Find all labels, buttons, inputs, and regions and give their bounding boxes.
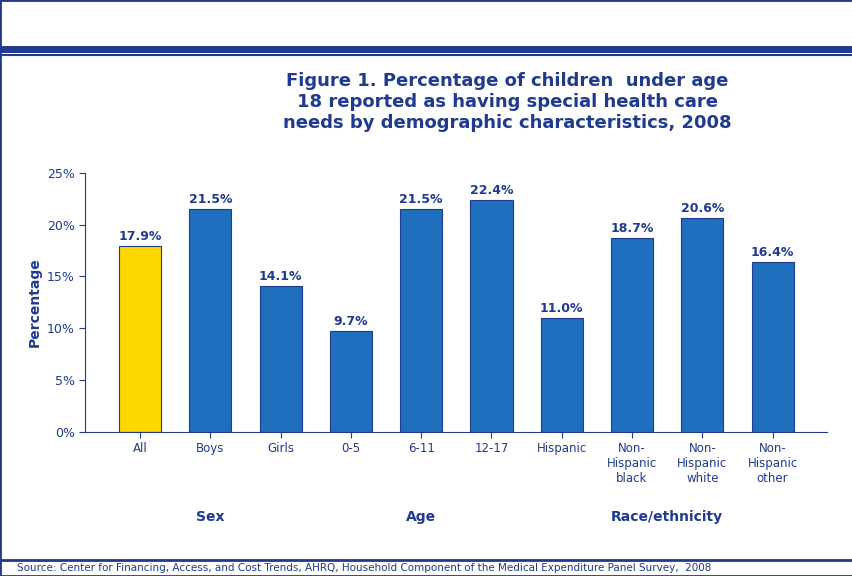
Bar bbox=[189, 209, 231, 432]
Bar bbox=[330, 331, 371, 432]
Text: Figure 1. Percentage of children  under age
18 reported as having special health: Figure 1. Percentage of children under a… bbox=[283, 72, 731, 131]
Bar bbox=[540, 318, 582, 432]
Text: 20.6%: 20.6% bbox=[680, 202, 723, 215]
Text: Source: Center for Financing, Access, and Cost Trends, AHRQ, Household Component: Source: Center for Financing, Access, an… bbox=[17, 563, 711, 573]
Text: Race/ethnicity: Race/ethnicity bbox=[610, 510, 722, 524]
Text: 17.9%: 17.9% bbox=[118, 230, 162, 243]
Text: 16.4%: 16.4% bbox=[750, 246, 793, 259]
Text: 21.5%: 21.5% bbox=[399, 193, 442, 206]
Text: Age: Age bbox=[406, 510, 435, 524]
Bar bbox=[751, 262, 792, 432]
Bar bbox=[259, 286, 302, 432]
Text: 18.7%: 18.7% bbox=[610, 222, 653, 235]
Bar bbox=[119, 247, 161, 432]
Bar bbox=[469, 200, 512, 432]
Text: 9.7%: 9.7% bbox=[333, 315, 368, 328]
Text: Sex: Sex bbox=[196, 510, 224, 524]
Y-axis label: Percentage: Percentage bbox=[27, 257, 42, 347]
Bar bbox=[681, 218, 722, 432]
Text: 22.4%: 22.4% bbox=[469, 184, 513, 196]
Bar bbox=[400, 209, 442, 432]
Text: 14.1%: 14.1% bbox=[259, 270, 302, 283]
Text: 21.5%: 21.5% bbox=[188, 193, 232, 206]
Text: 11.0%: 11.0% bbox=[539, 302, 583, 315]
Bar bbox=[610, 238, 653, 432]
